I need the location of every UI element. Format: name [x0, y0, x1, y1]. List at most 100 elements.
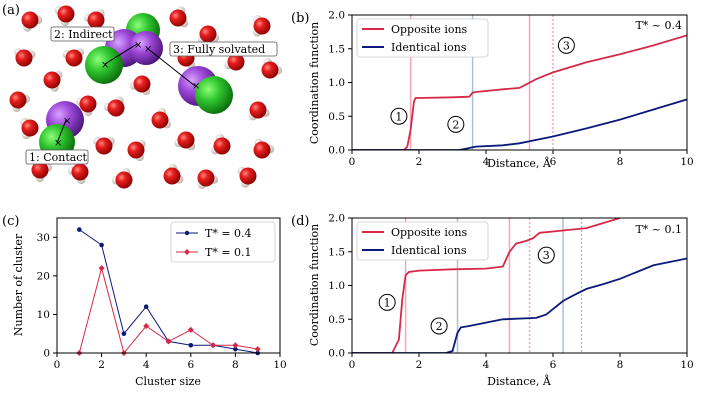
- x-tick-label: 8: [617, 156, 624, 168]
- oxygen-atom: [261, 61, 279, 79]
- oxygen-atom: [151, 111, 169, 129]
- x-tick-label: 2: [416, 156, 423, 168]
- legend-label-identical: Identical ions: [391, 244, 467, 257]
- oxygen-atom: [127, 141, 145, 159]
- water-molecule: [174, 131, 196, 151]
- annotation-indirect: 2: Indirect: [50, 26, 115, 42]
- oxygen-atom: [79, 95, 97, 113]
- y-tick-label: 2.0: [328, 213, 345, 225]
- marker-circle: [430, 317, 448, 335]
- legend: Opposite ions Identical ions: [356, 18, 489, 58]
- x-tick-label: 4: [483, 156, 490, 168]
- data-point-t01: [232, 342, 239, 349]
- marker-circle: [557, 36, 575, 54]
- panel-d-coordination-plot: (d) 0 2 4 6 8 10 0.0 0.5 1.0 1.5 2.0 Distance, Å C…: [291, 213, 694, 389]
- water-molecule: [169, 6, 189, 28]
- water-molecule: [127, 139, 146, 162]
- label-indirect: 2: Indirect: [54, 28, 113, 41]
- water-molecule: [237, 166, 257, 188]
- label-contact: 1: Contact: [29, 151, 87, 164]
- region-marker-1: 1: [390, 107, 408, 125]
- oxygen-atom: [65, 49, 83, 67]
- label-fully-solvated: 3: Fully solvated: [173, 43, 265, 56]
- data-point-t04: [188, 342, 194, 348]
- x-tick-label: 6: [550, 359, 557, 371]
- oxygen-atom: [249, 101, 267, 119]
- marker-circle: [537, 246, 555, 264]
- panel-label-d: (d): [291, 214, 309, 229]
- data-point-t01: [254, 346, 261, 353]
- water-molecule: [14, 48, 36, 67]
- marker-circle: [390, 107, 408, 125]
- x-tick-label: 10: [680, 359, 693, 371]
- oxygen-atom: [227, 53, 245, 71]
- ion-centers: ×× × ×××: [54, 40, 200, 149]
- x-tick-label: 10: [680, 156, 693, 168]
- panel-label-a: (a): [2, 3, 20, 18]
- legend: T* = 0.4 T* = 0.1: [170, 221, 276, 263]
- region-marker-1: 1: [378, 293, 396, 311]
- data-point-t01: [210, 342, 217, 349]
- oxygen-atom: [71, 163, 89, 181]
- y-axis-label: Coordination function: [308, 22, 321, 144]
- oxygen-atom: [199, 25, 217, 43]
- y-tick-label: 30: [37, 232, 50, 244]
- x-tick-label: 8: [617, 359, 624, 371]
- marker-circle: [447, 115, 465, 133]
- y-tick-label: 10: [37, 309, 50, 321]
- oxygen-atom: [133, 75, 151, 93]
- series-opposite-ions: [352, 218, 621, 353]
- svg-text:×: ×: [144, 44, 152, 55]
- x-tick-label: 0: [349, 359, 356, 371]
- legend: Opposite ions Identical ions: [356, 221, 489, 261]
- region-marker-2: 2: [430, 317, 448, 335]
- y-tick-label: 0.0: [328, 348, 345, 360]
- region-marker-2: 2: [447, 115, 465, 133]
- data-point-t04: [143, 304, 149, 310]
- y-tick-label: 0.5: [328, 314, 345, 326]
- water-molecule: [84, 9, 105, 29]
- y-tick-label: 0.0: [328, 145, 345, 157]
- water-molecule: [20, 117, 39, 140]
- panel-label-c: (c): [2, 214, 19, 229]
- y-tick-label: 1.5: [328, 43, 345, 55]
- water-molecule: [67, 163, 89, 185]
- water-molecule: [252, 15, 271, 37]
- oxygen-atom: [213, 137, 231, 155]
- marker-label: 2: [452, 118, 459, 131]
- data-point-t04: [121, 331, 127, 337]
- water-molecule: [111, 168, 133, 189]
- oxygen-atom: [21, 119, 39, 137]
- y-tick-label: 1.5: [328, 246, 345, 258]
- legend-label-opposite: Opposite ions: [391, 23, 468, 36]
- x-tick-label: 4: [143, 359, 150, 371]
- water-molecule: [103, 96, 125, 117]
- water-molecule: [151, 108, 171, 129]
- marker-label: 3: [543, 249, 550, 262]
- oxygen-atom: [239, 167, 257, 185]
- water-molecule: [93, 137, 115, 155]
- panel-b-coordination-plot: (b) 0 2 4 6 8 10 0.0 0.5 1.0 1.5 2.0 Distance, Å C…: [291, 10, 694, 171]
- legend-label-opposite: Opposite ions: [391, 226, 468, 239]
- svg-text:×: ×: [101, 60, 109, 71]
- panel-c-cluster-plot: (c) 0 2 4 6 8 10 0 10 20 30 Cluster size Number o…: [2, 214, 287, 388]
- panel-label-b: (b): [291, 11, 309, 26]
- water-molecule: [163, 163, 184, 185]
- y-tick-label: 1.0: [328, 280, 345, 292]
- oxygen-atom: [169, 9, 187, 27]
- water-molecule: [43, 70, 63, 92]
- water-molecule: [62, 48, 84, 67]
- oxygen-atom: [31, 161, 49, 179]
- x-axis-label: Distance, Å: [487, 374, 552, 388]
- region-marker-3: 3: [537, 246, 555, 264]
- oxygen-atom: [163, 167, 181, 185]
- x-tick-label: 8: [232, 359, 239, 371]
- temperature-label: T* ~ 0.1: [635, 223, 682, 236]
- ion-green: [195, 76, 233, 114]
- y-axis-label: Number of cluster: [12, 233, 25, 336]
- y-tick-label: 20: [37, 270, 50, 282]
- x-tick-label: 0: [349, 156, 356, 168]
- annotation-contact: 1: Contact: [25, 149, 89, 165]
- water-molecule: [54, 5, 75, 27]
